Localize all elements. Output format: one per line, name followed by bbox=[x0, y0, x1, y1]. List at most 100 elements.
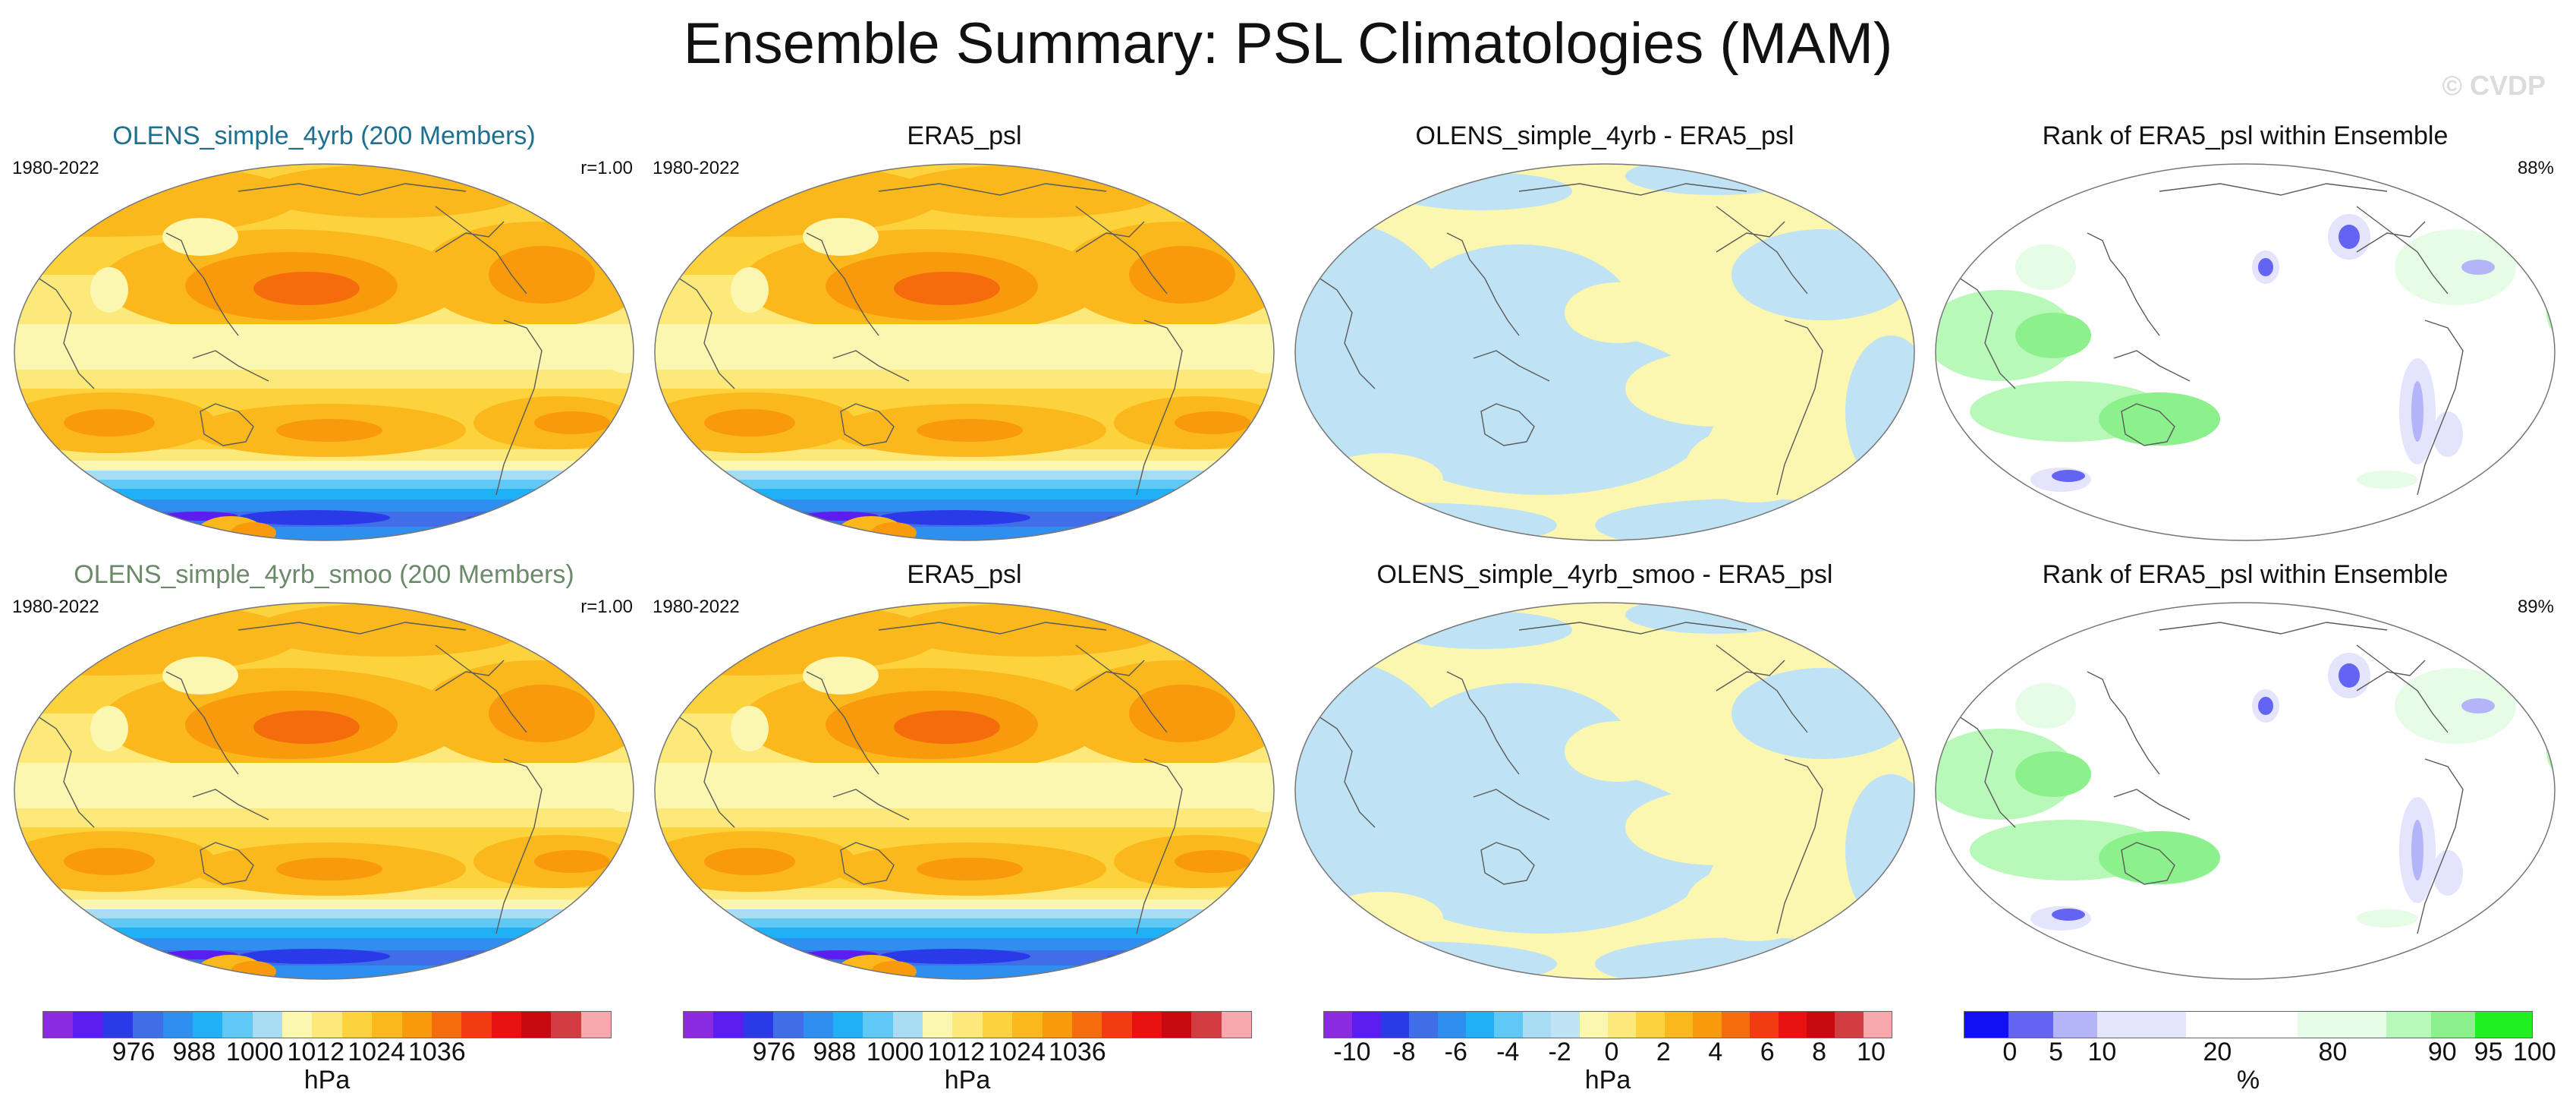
coastline bbox=[1954, 274, 2016, 389]
field-contour bbox=[2461, 698, 2495, 713]
colorbar-swatch bbox=[43, 1012, 74, 1038]
colorbar-swatch bbox=[1835, 1012, 1864, 1038]
psl-map bbox=[654, 163, 1275, 541]
colorbar-unit: % bbox=[2236, 1066, 2260, 1095]
coastline bbox=[2113, 350, 2191, 382]
map-border bbox=[1935, 602, 2556, 980]
field-contour bbox=[162, 218, 238, 256]
colorbar-swatch bbox=[863, 1012, 893, 1038]
psl-map bbox=[14, 602, 634, 980]
tick-label: 0 bbox=[1604, 1038, 1619, 1066]
field-band bbox=[655, 461, 1274, 472]
rank-percent-label: 89% bbox=[2517, 597, 2554, 617]
tick-label: 1036 bbox=[408, 1038, 466, 1066]
difference-map bbox=[1294, 602, 1915, 980]
coastline bbox=[1075, 644, 1168, 733]
coastline bbox=[2159, 622, 2388, 635]
colorbar-unit: hPa bbox=[304, 1066, 351, 1095]
colorbar-swatch bbox=[102, 1012, 134, 1038]
tick-label: 1012 bbox=[287, 1038, 345, 1066]
colorbar-swatch bbox=[1221, 1012, 1252, 1038]
colorbar-swatch bbox=[192, 1012, 223, 1038]
colorbar-swatch bbox=[1522, 1012, 1552, 1038]
colorbar-swatch bbox=[1102, 1012, 1132, 1038]
colorbar-swatch bbox=[1863, 1012, 1892, 1038]
colorbar-swatch bbox=[162, 1012, 193, 1038]
colorbar-swatch bbox=[952, 1012, 983, 1038]
tick-label: 6 bbox=[1760, 1038, 1775, 1066]
colorbar-swatch bbox=[1664, 1012, 1694, 1038]
colorbar-swatch bbox=[892, 1012, 923, 1038]
map-border bbox=[14, 163, 634, 541]
panel-title: ERA5_psl bbox=[907, 560, 1022, 589]
field-contour bbox=[2099, 831, 2220, 884]
colorbar-swatch bbox=[1964, 1012, 2009, 1038]
colorbar-swatch bbox=[832, 1012, 863, 1038]
coastline bbox=[2356, 206, 2449, 294]
panel-r2-c1: OLENS_simple_4yrb_smoo (200 Members) 198… bbox=[11, 560, 637, 985]
field-contour bbox=[90, 267, 128, 313]
field-contour bbox=[731, 267, 769, 313]
tick-label: 2 bbox=[1656, 1038, 1671, 1066]
tick-label: 90 bbox=[2427, 1038, 2457, 1066]
field-contour bbox=[253, 272, 360, 305]
field-band bbox=[14, 499, 634, 512]
field-contour bbox=[894, 710, 1000, 744]
field-contour bbox=[2411, 381, 2423, 442]
coastline bbox=[435, 660, 505, 691]
colorbar-swatch bbox=[1466, 1012, 1495, 1038]
colorbar-swatch bbox=[1608, 1012, 1637, 1038]
coastline bbox=[495, 758, 543, 934]
field-contour bbox=[1625, 789, 1807, 865]
colorbar-swatch bbox=[1778, 1012, 1807, 1038]
colorbar-swatch bbox=[282, 1012, 313, 1038]
coastline bbox=[1480, 403, 1535, 446]
field-contour bbox=[1936, 290, 2076, 381]
field-contour bbox=[2052, 909, 2085, 921]
coastline bbox=[2087, 232, 2160, 336]
coastline bbox=[1446, 232, 1520, 336]
field-contour bbox=[2099, 392, 2220, 446]
field-band bbox=[655, 899, 1274, 911]
coastline bbox=[1518, 622, 1747, 635]
field-band bbox=[14, 324, 634, 370]
field-band bbox=[655, 471, 1274, 480]
tick-label: -2 bbox=[1548, 1038, 1571, 1066]
tick-label: 80 bbox=[2318, 1038, 2348, 1066]
field-contour bbox=[162, 657, 238, 695]
field-contour bbox=[2339, 663, 2360, 688]
panel-title: ERA5_psl bbox=[907, 121, 1022, 150]
panel-title: Rank of ERA5_psl within Ensemble bbox=[2042, 560, 2449, 589]
coastline bbox=[435, 221, 505, 253]
coastline bbox=[200, 403, 254, 446]
coastline bbox=[1716, 206, 1808, 294]
field-contour bbox=[2478, 907, 2539, 930]
field-contour bbox=[2433, 850, 2463, 896]
coastline bbox=[878, 183, 1107, 196]
coastline bbox=[1075, 206, 1168, 294]
coastline bbox=[1716, 660, 1785, 691]
field-band bbox=[655, 480, 1274, 489]
field-contour bbox=[2478, 468, 2539, 491]
field-contour bbox=[2052, 470, 2085, 482]
period-label: 1980-2022 bbox=[653, 158, 740, 178]
field-contour bbox=[534, 850, 610, 873]
field-contour bbox=[2357, 471, 2417, 489]
field-contour bbox=[2258, 697, 2273, 715]
field-contour bbox=[2395, 229, 2516, 305]
coastline bbox=[1075, 221, 1145, 253]
coastline bbox=[806, 232, 879, 336]
panel-r2-c4: Rank of ERA5_psl within Ensemble 89% bbox=[1932, 560, 2559, 985]
tick-label: 10 bbox=[2087, 1038, 2117, 1066]
colorbar-swatch bbox=[1352, 1012, 1381, 1038]
field-contour bbox=[276, 858, 382, 880]
tick-label: 1024 bbox=[988, 1038, 1046, 1066]
field-band bbox=[14, 527, 634, 540]
field-contour bbox=[810, 528, 856, 540]
tick-label: 1024 bbox=[348, 1038, 405, 1066]
field-band bbox=[655, 909, 1274, 918]
coastline bbox=[1518, 183, 1747, 196]
colorbar-swatch bbox=[431, 1012, 462, 1038]
field-band bbox=[14, 909, 634, 918]
field-contour bbox=[489, 246, 595, 304]
